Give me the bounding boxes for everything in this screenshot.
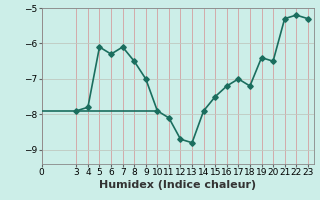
X-axis label: Humidex (Indice chaleur): Humidex (Indice chaleur): [99, 180, 256, 190]
